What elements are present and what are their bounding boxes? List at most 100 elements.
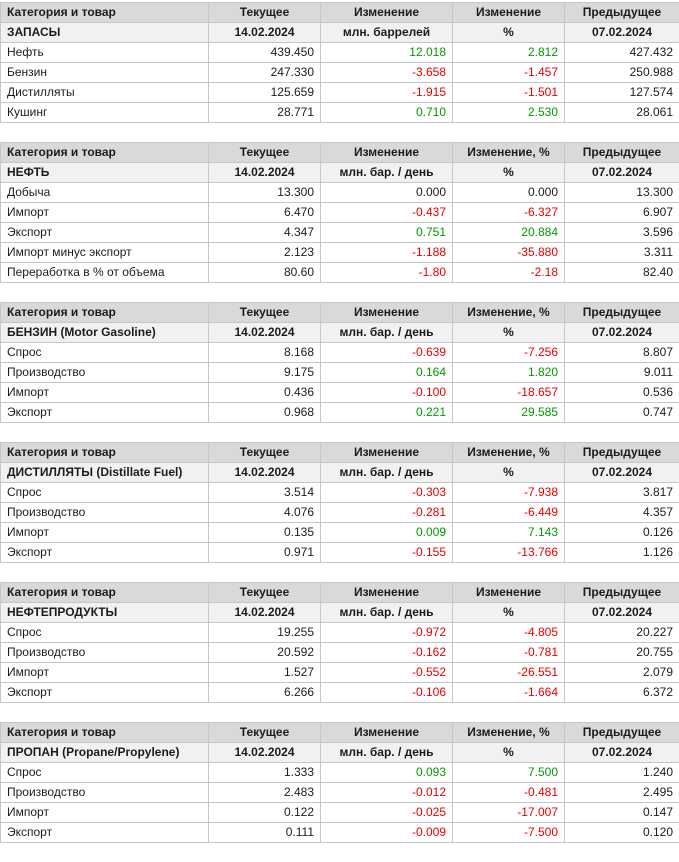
- subheader-current-date: 14.02.2024: [209, 603, 321, 623]
- cell-change: -0.639: [321, 343, 453, 363]
- cell-previous: 6.372: [565, 683, 679, 703]
- cell-current: 4.347: [209, 223, 321, 243]
- column-header: Предыдущее: [565, 143, 679, 163]
- row-label: Импорт: [1, 803, 209, 823]
- cell-change: -0.106: [321, 683, 453, 703]
- cell-current: 0.135: [209, 523, 321, 543]
- cell-change-pct: -13.766: [453, 543, 565, 563]
- row-label: Экспорт: [1, 543, 209, 563]
- cell-change-pct: -35.880: [453, 243, 565, 263]
- row-label: Кушинг: [1, 103, 209, 123]
- cell-previous: 1.240: [565, 763, 679, 783]
- cell-previous: 0.536: [565, 383, 679, 403]
- subheader-percent-symbol: %: [453, 163, 565, 183]
- row-label: Переработка в % от объема: [1, 263, 209, 283]
- column-header: Изменение: [321, 303, 453, 323]
- column-header: Категория и товар: [1, 443, 209, 463]
- column-header: Изменение: [321, 443, 453, 463]
- cell-current: 0.968: [209, 403, 321, 423]
- subheader-prev-date: 07.02.2024: [565, 463, 679, 483]
- cell-previous: 82.40: [565, 263, 679, 283]
- cell-previous: 9.011: [565, 363, 679, 383]
- cell-current: 80.60: [209, 263, 321, 283]
- cell-previous: 13.300: [565, 183, 679, 203]
- cell-change-pct: 7.500: [453, 763, 565, 783]
- row-label: Производство: [1, 783, 209, 803]
- cell-change: -0.437: [321, 203, 453, 223]
- subheader-prev-date: 07.02.2024: [565, 163, 679, 183]
- cell-change: -0.303: [321, 483, 453, 503]
- column-header: Изменение: [321, 583, 453, 603]
- column-header: Изменение, %: [453, 303, 565, 323]
- cell-current: 0.436: [209, 383, 321, 403]
- row-label: Спрос: [1, 483, 209, 503]
- column-header: Предыдущее: [565, 3, 679, 23]
- cell-change-pct: -18.657: [453, 383, 565, 403]
- cell-change-pct: -6.327: [453, 203, 565, 223]
- cell-change: -1.80: [321, 263, 453, 283]
- cell-change: -0.155: [321, 543, 453, 563]
- cell-change-pct: -7.938: [453, 483, 565, 503]
- cell-current: 1.333: [209, 763, 321, 783]
- subheader-percent-symbol: %: [453, 463, 565, 483]
- column-header: Предыдущее: [565, 443, 679, 463]
- cell-change-pct: -1.664: [453, 683, 565, 703]
- column-header: Категория и товар: [1, 723, 209, 743]
- cell-change: -0.162: [321, 643, 453, 663]
- row-label: Производство: [1, 363, 209, 383]
- column-header: Предыдущее: [565, 303, 679, 323]
- cell-previous: 4.357: [565, 503, 679, 523]
- subheader-unit: млн. баррелей: [321, 23, 453, 43]
- section-title: ЗАПАСЫ: [1, 23, 209, 43]
- cell-change: -0.012: [321, 783, 453, 803]
- cell-change: -0.552: [321, 663, 453, 683]
- cell-change-pct: 7.143: [453, 523, 565, 543]
- row-label: Импорт минус экспорт: [1, 243, 209, 263]
- column-header: Предыдущее: [565, 723, 679, 743]
- section-title: ДИСТИЛЛЯТЫ (Distillate Fuel): [1, 463, 209, 483]
- subheader-percent-symbol: %: [453, 23, 565, 43]
- cell-previous: 3.311: [565, 243, 679, 263]
- section-title: НЕФТЕПРОДУКТЫ: [1, 603, 209, 623]
- cell-current: 28.771: [209, 103, 321, 123]
- cell-previous: 2.079: [565, 663, 679, 683]
- subheader-percent-symbol: %: [453, 743, 565, 763]
- cell-previous: 0.147: [565, 803, 679, 823]
- cell-previous: 427.432: [565, 43, 679, 63]
- cell-change: 0.221: [321, 403, 453, 423]
- cell-current: 2.123: [209, 243, 321, 263]
- subheader-unit: млн. бар. / день: [321, 323, 453, 343]
- column-header: Категория и товар: [1, 3, 209, 23]
- cell-change: 0.009: [321, 523, 453, 543]
- row-label: Спрос: [1, 763, 209, 783]
- column-header: Изменение: [321, 3, 453, 23]
- subheader-prev-date: 07.02.2024: [565, 323, 679, 343]
- cell-change: 0.710: [321, 103, 453, 123]
- cell-current: 4.076: [209, 503, 321, 523]
- column-header: Текущее: [209, 723, 321, 743]
- subheader-prev-date: 07.02.2024: [565, 603, 679, 623]
- cell-change: -0.025: [321, 803, 453, 823]
- subheader-current-date: 14.02.2024: [209, 23, 321, 43]
- cell-previous: 6.907: [565, 203, 679, 223]
- cell-change-pct: -0.481: [453, 783, 565, 803]
